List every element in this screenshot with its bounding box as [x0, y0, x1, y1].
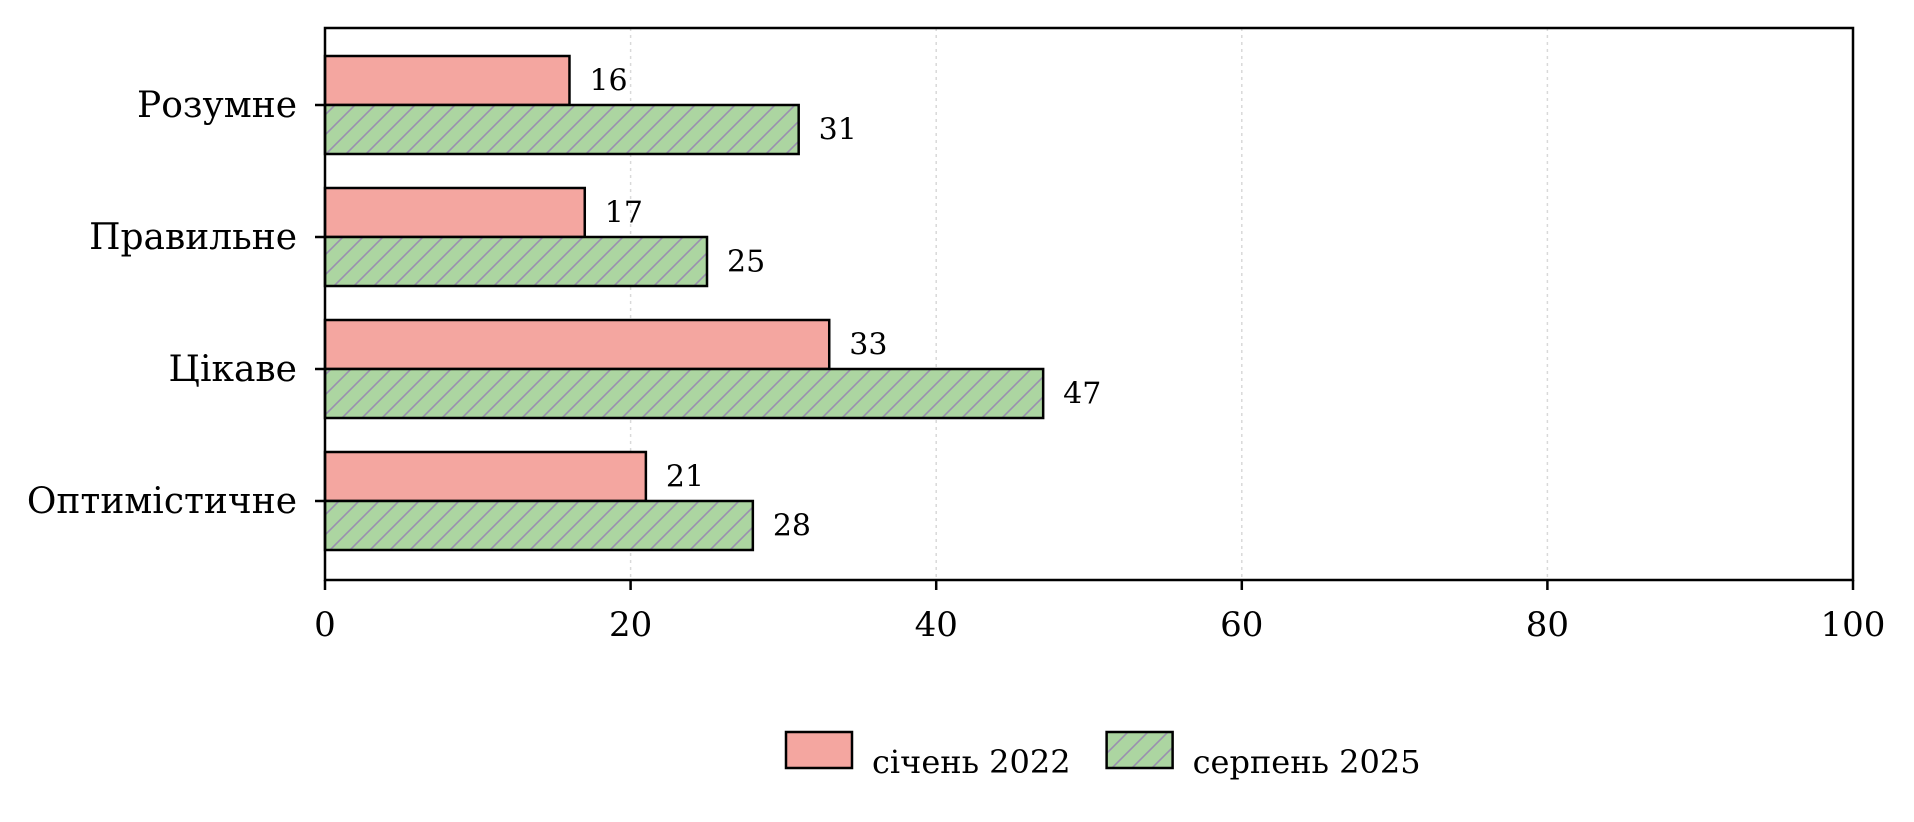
x-tick-label: 60 [1220, 605, 1263, 645]
axes: Розумне Правильне Цікаве Оптимістичне 0 20 40 6… [27, 85, 1886, 645]
bar-aug-2025 [323, 103, 800, 156]
plot-frame [323, 26, 1855, 582]
x-tick-label: 100 [1821, 605, 1886, 645]
x-tick-label: 20 [609, 605, 652, 645]
x-tick-label: 0 [314, 605, 336, 645]
bar-jan-2022 [323, 54, 571, 107]
bar-jan-2022 [323, 186, 587, 239]
legend-swatch [1105, 730, 1174, 770]
data-label: 31 [819, 113, 857, 148]
x-tick-label: 80 [1526, 605, 1569, 645]
bar-aug-2025 [323, 235, 709, 288]
category-label: Цікаве [169, 349, 297, 390]
data-label: 33 [849, 328, 887, 363]
data-label: 28 [773, 509, 811, 544]
category-label: Правильне [89, 217, 297, 258]
category-label: Розумне [137, 85, 297, 126]
x-tick-label: 40 [915, 605, 958, 645]
bar-aug-2025 [323, 499, 755, 552]
bar-aug-2025 [323, 367, 1045, 420]
category-label: Оптимістичне [27, 481, 297, 522]
data-label: 47 [1063, 377, 1101, 412]
legend-label: січень 2022 [872, 743, 1071, 781]
legend-label: серпень 2025 [1193, 743, 1421, 781]
legend-swatch [784, 730, 854, 770]
legend: січень 2022 серпень 2025 [784, 730, 1421, 781]
bar-jan-2022 [323, 318, 831, 371]
data-labels: 16 31 17 25 33 47 21 28 [589, 64, 1101, 544]
data-label: 21 [666, 460, 704, 495]
data-label: 25 [727, 245, 765, 280]
data-label: 17 [605, 196, 643, 231]
bars [323, 54, 1045, 552]
data-label: 16 [589, 64, 627, 99]
bar-jan-2022 [323, 450, 648, 503]
